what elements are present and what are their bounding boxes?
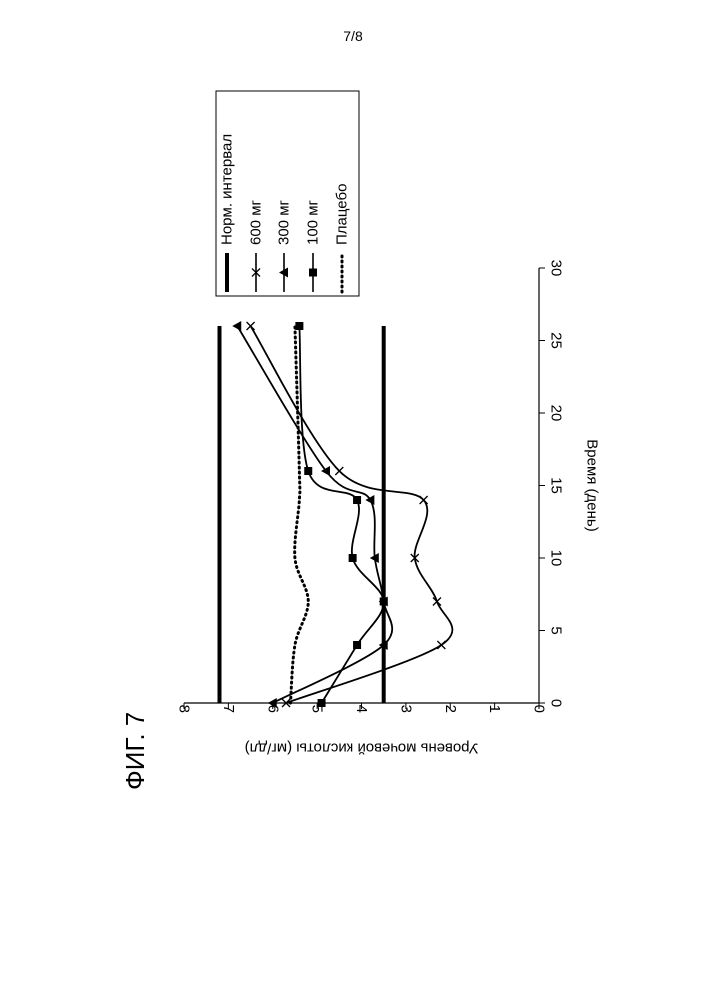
value-tick-label-7: 7	[220, 705, 237, 713]
series-3-point-6	[247, 322, 255, 330]
series-1-point-4	[353, 496, 361, 504]
series-2-line	[237, 326, 392, 703]
time-tick-label-1: 5	[548, 626, 565, 634]
time-tick-label-2: 10	[548, 550, 565, 567]
legend-marker-1	[309, 269, 317, 277]
value-tick-label-2: 2	[442, 705, 459, 713]
axes: 0 1 2 3 4 5 6 7 8 0 5 10 15 20 25 30 Время (день) Уровень…	[176, 260, 601, 757]
series-3-point-1	[437, 641, 445, 649]
series-3-point-2	[433, 598, 441, 606]
value-tick-label-6: 6	[264, 705, 281, 713]
series-1-point-6	[295, 322, 303, 330]
series-3-line	[251, 326, 453, 703]
legend: Плацебо 100 мг 300 мг 600 мг Норм. интервал	[216, 91, 359, 296]
legend-label-3: 600 мг	[248, 199, 265, 245]
legend-label-2: 300 мг	[276, 199, 293, 245]
series-1-line	[299, 326, 383, 703]
plot-area	[220, 321, 453, 708]
time-tick-label-0: 0	[548, 699, 565, 707]
series-3-point-5	[335, 467, 343, 475]
time-tick-label-3: 15	[548, 477, 565, 494]
value-tick-label-4: 4	[353, 705, 370, 713]
legend-label-4: Норм. интервал	[219, 134, 236, 245]
value-tick-label-5: 5	[309, 705, 326, 713]
time-tick-label-5: 25	[548, 332, 565, 349]
legend-label-1: 100 мг	[305, 199, 322, 245]
value-tick-label-3: 3	[397, 705, 414, 713]
series-0-line	[291, 326, 309, 703]
series-1-point-1	[353, 641, 361, 649]
legend-label-0: Плацебо	[334, 184, 351, 245]
time-tick-label-6: 30	[548, 260, 565, 277]
value-tick-label-0: 0	[531, 705, 548, 713]
time-tick-label-4: 20	[548, 405, 565, 422]
series-1-point-5	[304, 467, 312, 475]
series-3-point-4	[420, 496, 428, 504]
series-2-point-6	[232, 321, 241, 331]
value-tick-label-8: 8	[176, 705, 193, 713]
series-1-point-3	[349, 554, 357, 562]
time-axis-title: Время (день)	[584, 439, 601, 531]
value-tick-label-1: 1	[486, 705, 503, 713]
value-axis-title: Уровень мочевой кислоты (мг/дл)	[245, 740, 479, 757]
